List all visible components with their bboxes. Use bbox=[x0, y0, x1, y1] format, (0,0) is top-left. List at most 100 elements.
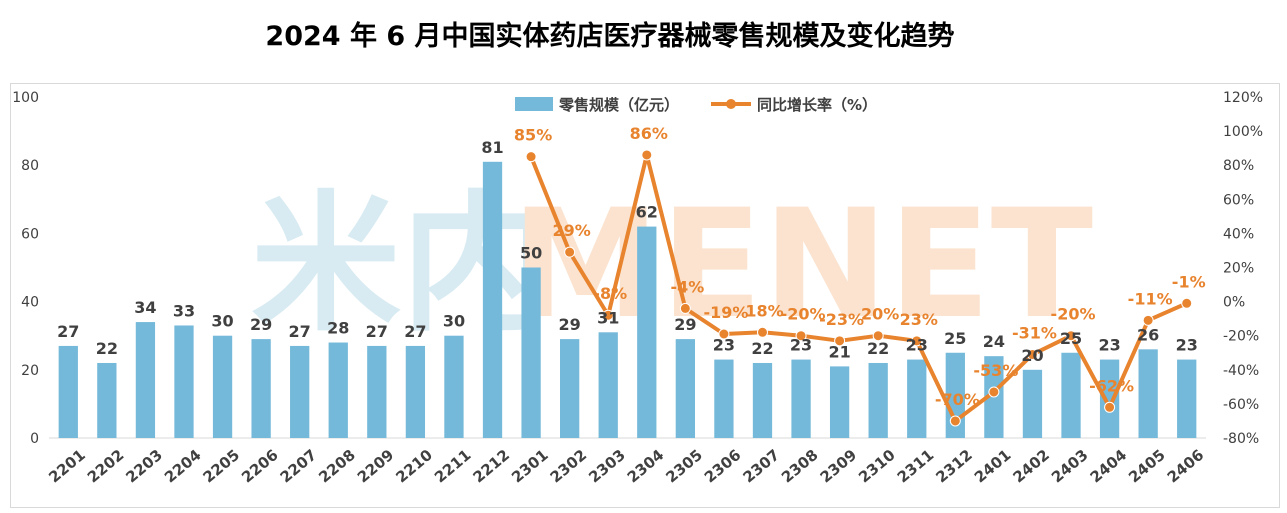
bar-value-label: 27 bbox=[289, 322, 311, 341]
bar bbox=[97, 362, 117, 438]
growth-value-label: -8% bbox=[593, 284, 627, 303]
growth-point bbox=[718, 328, 730, 340]
x-tick-label: 2302 bbox=[547, 446, 591, 487]
x-tick-label: 2211 bbox=[431, 446, 475, 487]
y-right-tick-label: -20% bbox=[1223, 329, 1259, 345]
growth-value-label: 85% bbox=[514, 126, 552, 145]
bar-value-label: 23 bbox=[906, 336, 928, 355]
bar bbox=[1022, 369, 1043, 438]
y-left-tick-label: 80 bbox=[21, 158, 39, 174]
growth-value-label: -53% bbox=[973, 361, 1018, 380]
growth-value-label: 18% bbox=[745, 301, 783, 320]
bar bbox=[791, 359, 811, 438]
y-left-tick-label: 20 bbox=[21, 363, 39, 379]
x-tick-label: 2312 bbox=[932, 446, 976, 487]
bar-value-label: 30 bbox=[211, 312, 233, 331]
bar bbox=[637, 226, 657, 438]
bar-value-label: 33 bbox=[173, 301, 195, 320]
bar bbox=[1138, 349, 1158, 438]
y-right-tick-label: 100% bbox=[1223, 124, 1263, 140]
growth-value-label: 23% bbox=[900, 310, 938, 329]
bar-value-label: 31 bbox=[597, 308, 619, 327]
x-tick-label: 2210 bbox=[392, 446, 436, 487]
x-tick-label: 2405 bbox=[1125, 446, 1169, 487]
legend-line-label: 同比增长率（%） bbox=[757, 96, 877, 114]
growth-value-label: -20% bbox=[781, 305, 826, 324]
x-tick-label: 2309 bbox=[817, 446, 861, 487]
bar-value-label: 23 bbox=[790, 336, 812, 355]
growth-point bbox=[1065, 330, 1077, 342]
line-series bbox=[525, 149, 1193, 427]
bar bbox=[752, 362, 773, 438]
growth-value-label: -31% bbox=[1012, 323, 1057, 342]
bar-value-label: 22 bbox=[96, 339, 118, 358]
growth-point bbox=[911, 335, 923, 347]
bar-value-label: 27 bbox=[57, 322, 79, 341]
bar bbox=[367, 345, 387, 438]
bar-value-label: 24 bbox=[983, 332, 1005, 351]
x-tick-label: 2307 bbox=[739, 446, 783, 487]
x-tick-label: 2206 bbox=[238, 446, 282, 487]
y-left-tick-label: 0 bbox=[30, 431, 39, 447]
growth-point bbox=[1104, 401, 1116, 413]
legend-bar-swatch bbox=[515, 97, 553, 111]
bar-series bbox=[58, 161, 1197, 438]
x-tick-label: 2310 bbox=[855, 446, 899, 487]
y-left-tick-label: 100 bbox=[12, 90, 39, 106]
bar-value-label: 27 bbox=[404, 322, 426, 341]
growth-point bbox=[1142, 314, 1154, 326]
x-tick-label: 2205 bbox=[200, 446, 244, 487]
bar-value-label: 62 bbox=[636, 203, 658, 222]
x-tick-label: 2204 bbox=[161, 446, 205, 487]
bar bbox=[868, 362, 888, 438]
y-right-tick-label: 0% bbox=[1223, 295, 1245, 311]
bar-value-label: 29 bbox=[674, 315, 696, 334]
x-tick-label: 2203 bbox=[122, 446, 166, 487]
x-tick-label: 2303 bbox=[585, 446, 629, 487]
bar bbox=[290, 345, 310, 438]
growth-point bbox=[834, 335, 846, 347]
bar bbox=[560, 339, 580, 438]
growth-value-label: -19% bbox=[703, 303, 748, 322]
growth-point bbox=[988, 386, 1000, 398]
bar-value-label: 30 bbox=[443, 312, 465, 331]
bar-value-label: 29 bbox=[559, 315, 581, 334]
bar-value-label: 20 bbox=[1021, 346, 1043, 365]
bar bbox=[405, 345, 426, 438]
bar-value-label: 22 bbox=[867, 339, 889, 358]
growth-value-label: 20% bbox=[861, 305, 899, 324]
legend-bar-label: 零售规模（亿元） bbox=[558, 96, 679, 114]
bar bbox=[1061, 352, 1081, 438]
bar bbox=[521, 267, 541, 438]
growth-value-label: 86% bbox=[630, 124, 668, 143]
x-tick-label: 2207 bbox=[277, 446, 321, 487]
chart-frame: 米内 MENET 0 20 40 60 80 100 -80% -60% -40% -20% 0% 20… bbox=[10, 83, 1280, 508]
bar-value-label: 22 bbox=[751, 339, 773, 358]
bar bbox=[135, 322, 156, 438]
x-tick-label: 2301 bbox=[508, 446, 552, 487]
y-right-tick-label: 120% bbox=[1223, 90, 1263, 106]
growth-value-label: -20% bbox=[1051, 305, 1096, 324]
bar bbox=[251, 339, 271, 438]
x-tick-label: 2209 bbox=[354, 446, 398, 487]
bar bbox=[675, 339, 695, 438]
growth-value-label: -4% bbox=[670, 277, 704, 296]
bar-value-label: 23 bbox=[1176, 336, 1198, 355]
bar-value-label: 81 bbox=[481, 138, 503, 157]
bar bbox=[714, 359, 734, 438]
y-left-tick-label: 40 bbox=[21, 295, 39, 311]
growth-point bbox=[564, 246, 576, 258]
watermark-en: MENET bbox=[511, 178, 1093, 352]
bar-value-label: 26 bbox=[1137, 325, 1159, 344]
bar-value-label: 28 bbox=[327, 319, 349, 338]
growth-point bbox=[949, 415, 961, 427]
y-right-tick-label: 20% bbox=[1223, 261, 1254, 277]
bar-value-label: 23 bbox=[1098, 336, 1120, 355]
bar bbox=[829, 366, 850, 438]
growth-point bbox=[872, 330, 884, 342]
x-tick-label: 2202 bbox=[84, 446, 128, 487]
bar-value-label: 23 bbox=[713, 336, 735, 355]
bar bbox=[1177, 359, 1197, 438]
bar-value-label: 25 bbox=[944, 329, 966, 348]
